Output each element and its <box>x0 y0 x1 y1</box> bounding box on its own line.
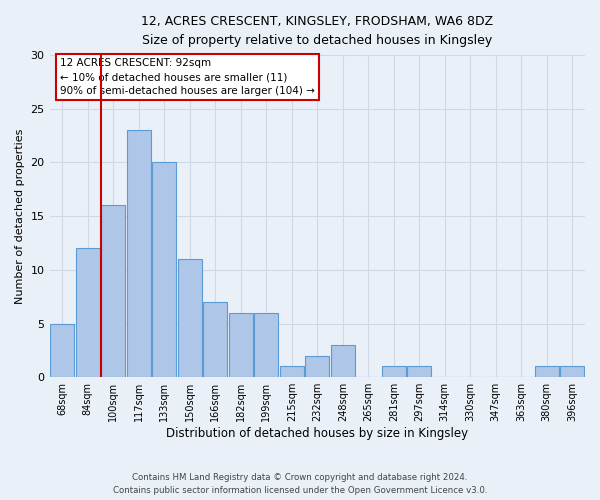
Bar <box>127 130 151 377</box>
Text: 12 ACRES CRESCENT: 92sqm
← 10% of detached houses are smaller (11)
90% of semi-d: 12 ACRES CRESCENT: 92sqm ← 10% of detach… <box>60 58 315 96</box>
Bar <box>331 345 355 377</box>
Bar <box>50 324 74 377</box>
Bar <box>76 248 100 377</box>
Text: Contains HM Land Registry data © Crown copyright and database right 2024.
Contai: Contains HM Land Registry data © Crown c… <box>113 474 487 495</box>
Bar <box>254 313 278 377</box>
Bar <box>101 206 125 377</box>
X-axis label: Distribution of detached houses by size in Kingsley: Distribution of detached houses by size … <box>166 427 469 440</box>
Y-axis label: Number of detached properties: Number of detached properties <box>15 128 25 304</box>
Bar <box>178 259 202 377</box>
Bar <box>203 302 227 377</box>
Bar <box>152 162 176 377</box>
Bar <box>229 313 253 377</box>
Bar <box>535 366 559 377</box>
Bar <box>280 366 304 377</box>
Title: 12, ACRES CRESCENT, KINGSLEY, FRODSHAM, WA6 8DZ
Size of property relative to det: 12, ACRES CRESCENT, KINGSLEY, FRODSHAM, … <box>141 15 493 47</box>
Bar <box>382 366 406 377</box>
Bar <box>560 366 584 377</box>
Bar <box>305 356 329 377</box>
Bar <box>407 366 431 377</box>
